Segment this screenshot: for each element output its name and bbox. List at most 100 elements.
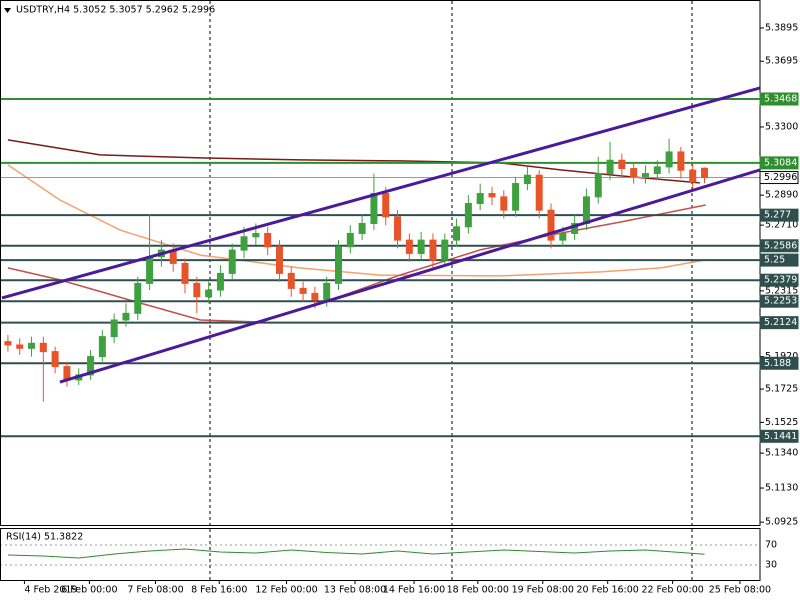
- y-tick-label: 5.3895: [765, 22, 798, 33]
- candle-body: [547, 209, 555, 241]
- y-tick-label: 5.1130: [765, 483, 798, 494]
- candle-body: [606, 159, 614, 175]
- candle-body: [582, 196, 590, 224]
- candle-body: [417, 239, 425, 254]
- candle-body: [512, 183, 520, 211]
- price-level-box: [759, 156, 799, 170]
- price-level-box: [759, 273, 799, 287]
- price-level-label: 5.2586: [764, 240, 797, 251]
- price-level-label: 5.2124: [764, 317, 797, 328]
- rsi-tick-label: 70: [765, 540, 777, 551]
- x-tick-label: 8 Feb 16:00: [191, 585, 247, 596]
- candle-body: [535, 174, 543, 211]
- candle-body: [205, 289, 213, 298]
- y-tick-label: 5.1920: [765, 351, 798, 362]
- price-level-box: [759, 239, 799, 253]
- candle-body: [110, 319, 118, 338]
- candle-body: [299, 287, 307, 294]
- candle-body: [559, 232, 567, 241]
- candle-body: [193, 282, 201, 298]
- candle-body: [488, 193, 496, 198]
- candle-body: [500, 196, 508, 211]
- x-tick-label: 6 Feb 00:00: [61, 585, 117, 596]
- candle-body: [87, 356, 95, 376]
- candle-body: [429, 239, 437, 261]
- price-level-box: [759, 429, 799, 443]
- candle-body: [453, 226, 461, 241]
- candle-body: [358, 222, 366, 234]
- x-tick-label: 20 Feb 16:00: [577, 585, 639, 596]
- price-level-box: [759, 171, 799, 185]
- candle-body: [122, 312, 130, 321]
- candle-body: [665, 151, 673, 168]
- trendline: [1, 86, 760, 300]
- price-level-label: 5.3084: [764, 157, 797, 168]
- candle-body: [405, 239, 413, 254]
- candle-body: [216, 272, 224, 291]
- candle-body: [252, 232, 260, 238]
- x-tick-label: 18 Feb 00:00: [447, 585, 509, 596]
- candle-body: [630, 168, 638, 178]
- candle-body: [39, 342, 47, 353]
- candle-body: [346, 232, 354, 248]
- candle-body: [689, 169, 697, 183]
- price-level-label: 5.188: [764, 358, 791, 369]
- price-level-label: 5.2996: [764, 172, 797, 183]
- price-level-box: [759, 294, 799, 308]
- chart-title: USDTRY,H4 5.3052 5.3057 5.2962 5.2996: [16, 5, 215, 16]
- y-tick-label: 5.1725: [765, 384, 798, 395]
- candle-body: [28, 342, 36, 349]
- y-tick-label: 5.1525: [765, 417, 798, 428]
- y-tick-label: 5.0925: [765, 517, 798, 528]
- candle-body: [134, 282, 142, 314]
- rsi-line: [7, 548, 705, 559]
- price-level-box: [759, 356, 799, 370]
- candle-body: [641, 173, 649, 178]
- price-level-label: 5.2253: [764, 296, 797, 307]
- candle-body: [51, 351, 59, 368]
- price-level-box: [759, 92, 799, 106]
- y-tick-label: 5.1340: [765, 448, 798, 459]
- y-tick-label: 5.2710: [765, 220, 798, 231]
- x-tick-label: 13 Feb 08:00: [324, 585, 386, 596]
- trendline: [59, 168, 760, 384]
- candle-body: [311, 292, 319, 301]
- x-tick-label: 22 Feb 00:00: [641, 585, 703, 596]
- x-tick-label: 14 Feb 16:00: [383, 585, 445, 596]
- price-level-box: [759, 208, 799, 222]
- candle-body: [677, 151, 685, 171]
- rsi-panel: [0, 528, 761, 581]
- y-tick-label: 5.3695: [765, 56, 798, 67]
- main-panel: [0, 0, 761, 526]
- axes: 5.3895 5.3695 5.3300 5.2890 5.2710 5.2315 5.19…: [23, 22, 799, 596]
- price-level-box: [759, 253, 799, 267]
- candle-body: [594, 173, 602, 198]
- candle-body: [146, 256, 154, 284]
- candle-body: [323, 282, 331, 301]
- price-level-label: 5.277: [764, 210, 791, 221]
- candle-body: [394, 216, 402, 241]
- y-tick-label: 5.2315: [765, 285, 798, 296]
- candle-body: [382, 193, 390, 218]
- price-level-box: [759, 316, 799, 330]
- x-tick-label: 12 Feb 00:00: [255, 585, 317, 596]
- candle-body: [240, 236, 248, 251]
- price-level-label: 5.25: [764, 255, 785, 266]
- candle-body: [264, 232, 272, 248]
- candle-body: [464, 203, 472, 228]
- candle-body: [181, 262, 189, 284]
- rsi-plot: [1, 544, 760, 566]
- candle-body: [653, 166, 661, 175]
- candle-body: [287, 272, 295, 289]
- y-tick-label: 5.2890: [765, 190, 798, 201]
- x-tick-label: 19 Feb 08:00: [512, 585, 574, 596]
- candle-body: [523, 174, 531, 185]
- candle-body: [476, 193, 484, 205]
- x-tick-label: 4 Feb 2019: [24, 585, 77, 596]
- plot: [1, 86, 760, 438]
- menu-arrow: [4, 8, 11, 13]
- rsi-tick-label: 30: [765, 560, 777, 571]
- candle-body: [275, 246, 283, 274]
